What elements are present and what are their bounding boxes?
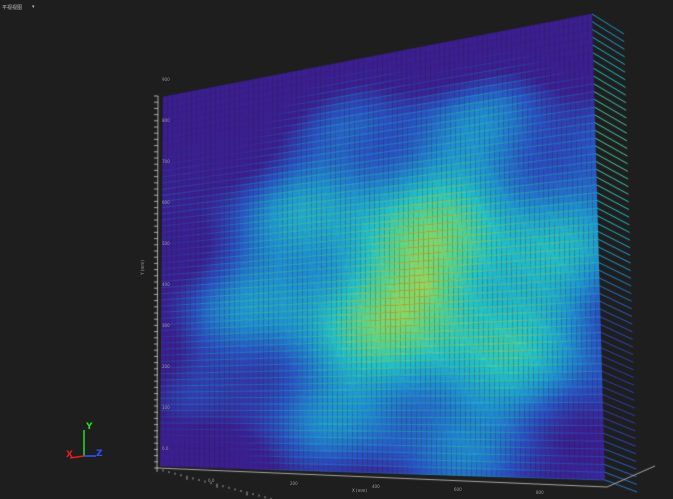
triad-z-label: Z: [96, 449, 103, 459]
y-tick-label: 300: [162, 323, 170, 328]
y-tick-label: 800: [162, 118, 170, 123]
x-tick-label: 0.0: [208, 478, 215, 483]
axis-triad: Y X Z: [62, 420, 112, 465]
x-axis-arrow: [69, 455, 85, 459]
toolbar: 平视视图 ▾: [2, 2, 35, 12]
y-axis-label: Y (mm): [139, 260, 145, 275]
y-tick-label: 500: [162, 241, 170, 246]
y-tick-label: 900: [162, 77, 170, 82]
caret-down-icon[interactable]: ▾: [32, 4, 35, 10]
x-tick-label: 200: [290, 481, 298, 486]
x-tick-label: 400: [372, 484, 380, 489]
x-tick-label: 800: [536, 490, 544, 495]
x-axis-label: X (mm): [352, 488, 367, 493]
y-tick-label: 700: [162, 159, 170, 164]
y-tick-label: 400: [162, 282, 170, 287]
triad-x-label: X: [66, 450, 73, 460]
triad-y-label: Y: [86, 422, 93, 432]
y-tick-label: 100: [162, 405, 170, 410]
x-tick-label: 600: [454, 487, 462, 492]
y-tick-label: 0.0: [162, 446, 169, 451]
view-select[interactable]: 平视视图: [2, 4, 23, 11]
y-tick-label: 200: [162, 364, 170, 369]
y-tick-label: 600: [162, 200, 170, 205]
